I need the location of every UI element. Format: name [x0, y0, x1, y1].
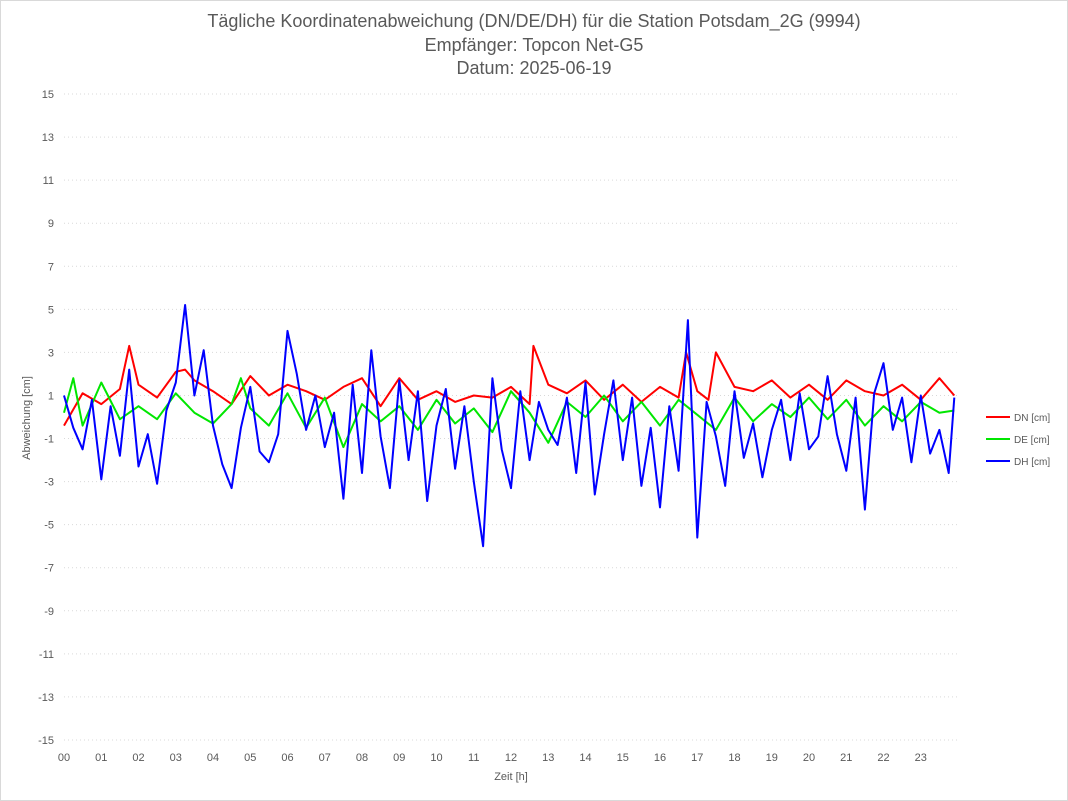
grid-lines	[64, 93, 958, 741]
series-line-de	[63, 377, 955, 449]
x-tick-label: 01	[95, 752, 107, 764]
y-tick-label: -7	[44, 563, 54, 575]
legend-label: DE [cm]	[1014, 435, 1050, 446]
x-tick-label: 17	[691, 752, 703, 764]
chart-subtitle: Empfänger: Topcon Net-G5	[424, 35, 644, 55]
y-tick-label: 7	[48, 261, 54, 273]
x-tick-label: 00	[58, 752, 70, 764]
y-tick-label: 5	[48, 304, 54, 316]
legend-label: DN [cm]	[1014, 413, 1050, 424]
x-tick-label: 15	[617, 752, 629, 764]
chart-date: Datum: 2025-06-19	[456, 58, 612, 78]
x-tick-label: 23	[915, 752, 927, 764]
x-tick-label: 02	[132, 752, 144, 764]
x-tick-label: 05	[244, 752, 256, 764]
y-tick-label: 9	[48, 218, 54, 230]
x-tick-label: 07	[319, 752, 331, 764]
y-tick-label: 11	[43, 175, 54, 187]
y-tick-label: -5	[44, 520, 54, 532]
x-tick-label: 13	[542, 752, 554, 764]
series-line-dh	[63, 304, 956, 548]
y-tick-label: 15	[42, 89, 54, 101]
y-tick-label: -9	[44, 606, 54, 618]
x-tick-label: 10	[430, 752, 442, 764]
x-tick-label: 09	[393, 752, 405, 764]
y-tick-label: -13	[38, 692, 54, 704]
x-tick-label: 06	[281, 752, 293, 764]
series-lines	[63, 304, 956, 548]
x-tick-label: 08	[356, 752, 368, 764]
x-tick-label: 12	[505, 752, 517, 764]
x-axis-ticks: 00 01 02 03 04 05 06 07 08 09 10 11 12 13 14 15 16 17 18 19…	[58, 752, 927, 764]
x-tick-label: 11	[468, 752, 479, 764]
y-tick-label: 1	[48, 390, 54, 402]
x-tick-label: 16	[654, 752, 666, 764]
x-tick-label: 19	[766, 752, 778, 764]
x-tick-label: 04	[207, 752, 219, 764]
x-tick-label: 03	[170, 752, 182, 764]
y-tick-label: -1	[44, 434, 54, 446]
x-tick-label: 21	[840, 752, 852, 764]
y-axis-label: Abweichung [cm]	[21, 376, 33, 460]
chart-title: Tägliche Koordinatenabweichung (DN/DE/DH…	[207, 11, 861, 31]
x-tick-label: 22	[877, 752, 889, 764]
x-tick-label: 18	[728, 752, 740, 764]
y-tick-label: -11	[39, 649, 54, 661]
legend: DN [cm] DE [cm] DH [cm]	[986, 413, 1050, 468]
x-axis-label: Zeit [h]	[494, 771, 528, 783]
x-tick-label: 14	[579, 752, 591, 764]
legend-label: DH [cm]	[1014, 457, 1050, 468]
y-tick-label: 13	[42, 132, 54, 144]
y-tick-label: -3	[44, 477, 54, 489]
y-axis-ticks: 15 13 11 9 7 5 3 1 -1 -3 -5 -7 -9 -11 -13 -15	[38, 89, 54, 747]
y-tick-label: 3	[48, 347, 54, 359]
x-tick-label: 20	[803, 752, 815, 764]
y-tick-label: -15	[38, 735, 54, 747]
